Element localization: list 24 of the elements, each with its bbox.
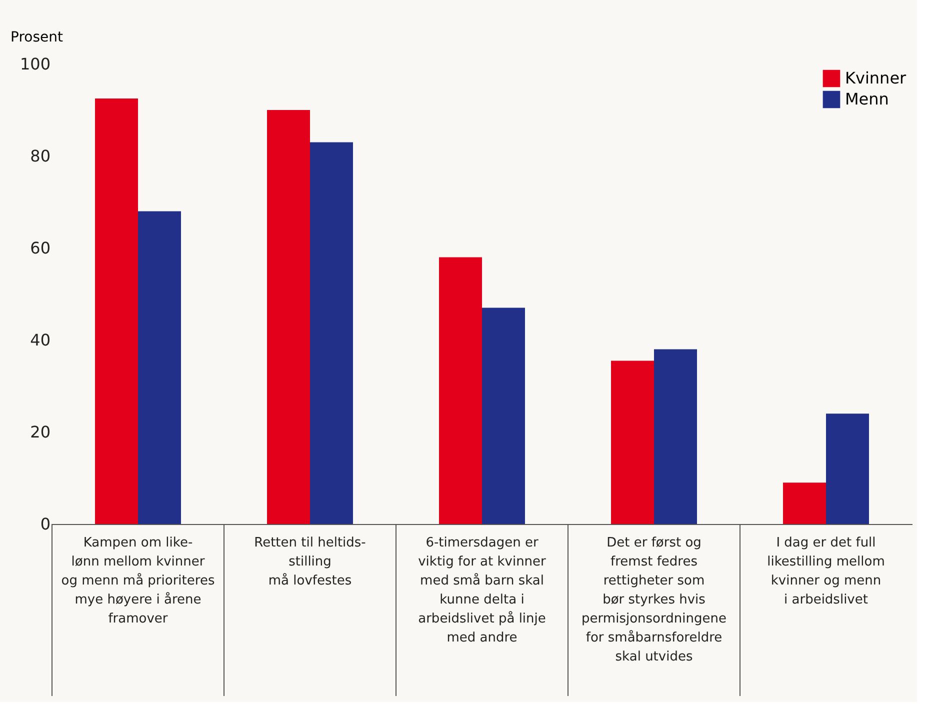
y-tick-label: 20 bbox=[30, 422, 50, 442]
x-tick-label: 6-timersdagen er viktig for at kvinner med små barn skal kunne delta i arbeidslivet på linje med andre bbox=[418, 536, 547, 646]
bar bbox=[310, 142, 353, 524]
y-axis-title: Prosent bbox=[10, 30, 64, 46]
bar bbox=[611, 360, 654, 524]
bar bbox=[482, 308, 525, 524]
y-tick-label: 80 bbox=[30, 146, 50, 166]
legend-label: Kvinner bbox=[845, 68, 907, 88]
bar bbox=[95, 98, 138, 524]
bar bbox=[138, 211, 181, 524]
y-tick-label: 60 bbox=[30, 238, 50, 258]
y-tick-label: 100 bbox=[20, 54, 50, 74]
bar bbox=[826, 414, 869, 524]
x-tick-label: Retten til heltids- stilling må lovfestes bbox=[254, 536, 366, 588]
x-tick-label: Det er først og fremst fedres rettigheter som bør styrkes hvis permisjonsordningene for småbarnsforeldre skal utvides bbox=[582, 536, 726, 664]
bar bbox=[439, 257, 482, 524]
y-tick-label: 40 bbox=[30, 330, 50, 350]
bar bbox=[267, 110, 310, 524]
y-tick-label: 0 bbox=[40, 514, 50, 534]
bar bbox=[783, 482, 826, 524]
legend-label: Menn bbox=[845, 90, 889, 108]
x-tick-label: I dag er det full likestilling mellom kvinner og menn i arbeidslivet bbox=[767, 536, 885, 608]
x-tick-label: Kampen om like- lønn mellom kvinner og menn må prioriteres mye høyere i årene framover bbox=[61, 536, 215, 626]
bar bbox=[654, 349, 697, 524]
